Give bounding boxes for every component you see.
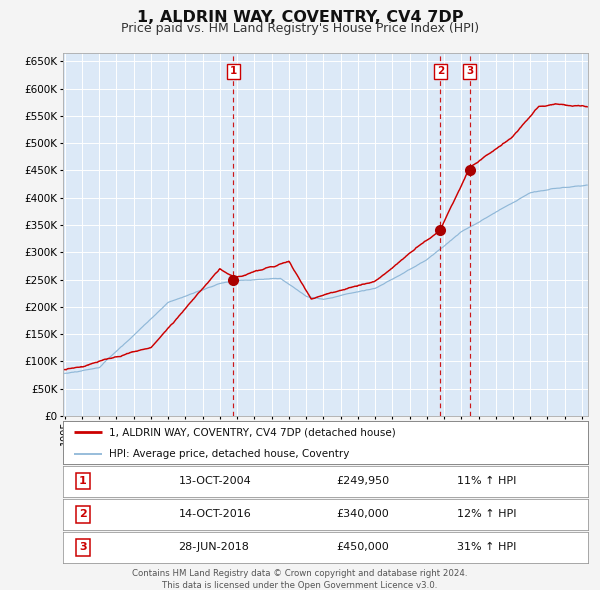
Text: 13-OCT-2004: 13-OCT-2004 <box>179 476 251 486</box>
Text: 1, ALDRIN WAY, COVENTRY, CV4 7DP: 1, ALDRIN WAY, COVENTRY, CV4 7DP <box>137 10 463 25</box>
Text: £249,950: £249,950 <box>336 476 389 486</box>
Text: 12% ↑ HPI: 12% ↑ HPI <box>457 509 516 519</box>
Text: 1: 1 <box>230 66 237 76</box>
Text: 11% ↑ HPI: 11% ↑ HPI <box>457 476 516 486</box>
Text: 14-OCT-2016: 14-OCT-2016 <box>179 509 251 519</box>
Text: Price paid vs. HM Land Registry's House Price Index (HPI): Price paid vs. HM Land Registry's House … <box>121 22 479 35</box>
Text: 2: 2 <box>437 66 444 76</box>
Text: 2: 2 <box>79 509 87 519</box>
Text: 3: 3 <box>79 542 87 552</box>
Text: £340,000: £340,000 <box>336 509 389 519</box>
Text: This data is licensed under the Open Government Licence v3.0.: This data is licensed under the Open Gov… <box>163 581 437 590</box>
Text: 28-JUN-2018: 28-JUN-2018 <box>179 542 250 552</box>
Text: HPI: Average price, detached house, Coventry: HPI: Average price, detached house, Cove… <box>109 448 350 458</box>
Text: 31% ↑ HPI: 31% ↑ HPI <box>457 542 516 552</box>
Text: 1, ALDRIN WAY, COVENTRY, CV4 7DP (detached house): 1, ALDRIN WAY, COVENTRY, CV4 7DP (detach… <box>109 427 396 437</box>
Text: 1: 1 <box>79 476 87 486</box>
Text: £450,000: £450,000 <box>336 542 389 552</box>
Text: Contains HM Land Registry data © Crown copyright and database right 2024.: Contains HM Land Registry data © Crown c… <box>132 569 468 578</box>
Text: 3: 3 <box>466 66 473 76</box>
